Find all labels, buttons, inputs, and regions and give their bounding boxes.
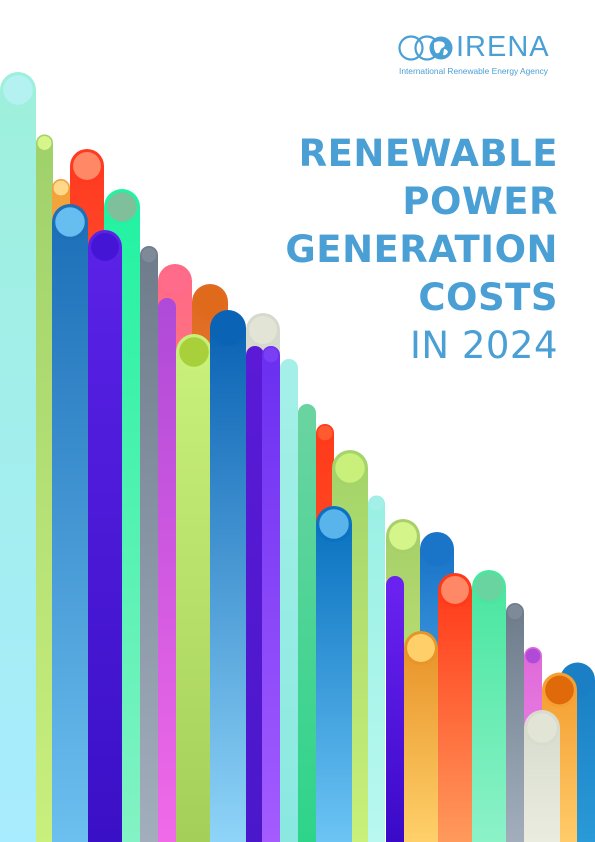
pipe-cap [55,207,85,237]
logo-wordmark: IRENA [456,31,550,63]
pipe-cap [335,453,365,483]
pipe-cap [53,180,69,196]
pipe-cap [545,675,574,705]
pipe-cap [475,573,503,601]
pipe-body [386,585,404,842]
pipe-body [438,590,472,842]
pipe-cap [107,192,137,222]
pipe-cap [281,360,297,376]
title-year: IN 2024 [409,324,558,367]
pipe-body [246,355,264,842]
title-line-1: RENEWABLE [298,132,558,175]
pipe-cap [161,267,189,295]
pipe-body [36,143,53,842]
pipe-cap [91,233,119,261]
title-line-2: POWER [402,180,558,223]
pipe-cap [195,287,225,317]
irena-logo: IRENA International Renewable Energy Age… [398,31,563,78]
pipe-cap [319,509,349,539]
pipe-body [176,352,212,842]
pipe-cap [387,577,403,593]
pipe-cap [3,75,33,105]
pipe-body [262,355,280,842]
pipe-body [368,504,385,842]
report-title: RENEWABLE POWER GENERATION COSTS IN 2024 [285,130,558,370]
pipe-cap [369,497,384,511]
pipe-cap [179,337,209,367]
pipe-cap [141,247,157,263]
title-line-3: GENERATION [285,228,558,271]
pipe-cap [525,648,541,664]
pipe-cap [249,316,277,344]
pipe-body [52,222,88,842]
pipe-body [524,728,560,842]
pipe-cap [407,634,435,662]
pipe-cap [73,152,101,180]
pipe-cap [247,347,263,363]
pipe-body [404,648,438,842]
pipe-cap [317,425,333,441]
title-line-4: COSTS [418,276,558,319]
pipe-cap [263,347,279,363]
pipe-cap [527,713,557,743]
pipe-cap [299,405,315,421]
pipe-cap [423,535,451,563]
pipe-body [158,307,176,842]
pipe-cap [389,522,417,550]
pipe-body [280,368,298,842]
pipe-cap [159,299,175,315]
pipe-body [88,247,122,842]
pipe-body [140,255,158,842]
pipe-cap [507,604,523,620]
decorative-pipes [0,72,595,842]
pipe-body [472,587,506,842]
pipe-cap [37,136,52,150]
logo-subtitle: International Renewable Energy Agency [399,66,548,76]
globe-icon [398,35,453,61]
pipe-cap [213,313,243,343]
pipe-body [316,524,352,842]
pipe-cap [441,576,469,604]
pipe-body [210,328,246,842]
pipe-body [506,612,524,842]
pipe-body [298,413,316,842]
pipe-body [0,90,36,842]
